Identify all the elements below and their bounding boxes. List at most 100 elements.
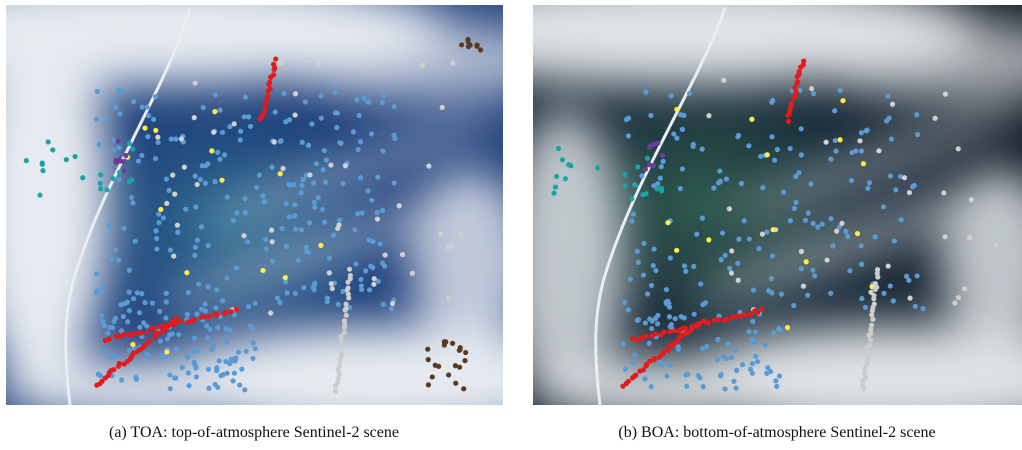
detection-dot (164, 201, 169, 206)
detection-dot (683, 325, 688, 330)
detection-dot (425, 347, 430, 352)
detection-dot (122, 301, 127, 306)
detection-dot (111, 148, 116, 153)
detection-dot (560, 157, 565, 162)
detection-dot (100, 318, 105, 323)
detection-dot (193, 81, 198, 86)
detection-dot (284, 244, 289, 249)
detection-dot (241, 233, 246, 238)
detection-dot (214, 368, 219, 373)
detection-dot (876, 148, 881, 153)
detection-dot (673, 316, 678, 321)
detection-dot (753, 354, 758, 359)
detection-dot (706, 113, 711, 118)
detection-dot (776, 326, 781, 331)
detection-dot (283, 275, 288, 280)
detection-dot (262, 199, 267, 204)
detection-dot (168, 247, 173, 252)
detection-dot (145, 329, 150, 334)
detection-dot (381, 93, 386, 98)
detection-dot (691, 142, 696, 147)
detection-dot (889, 136, 894, 141)
detection-dot (296, 258, 301, 263)
detection-dot (40, 168, 45, 173)
detection-dot (192, 317, 197, 322)
detection-dot (284, 290, 289, 295)
detection-dot (203, 181, 208, 186)
detection-dot (664, 374, 669, 379)
detection-dot (655, 140, 660, 145)
detection-dot (147, 354, 152, 359)
detection-dot (715, 357, 720, 362)
detection-dot (111, 367, 116, 372)
detection-dot (168, 386, 173, 391)
detection-dot (333, 383, 338, 388)
detection-dot (676, 347, 681, 352)
detection-dot (107, 337, 112, 342)
detection-dot (920, 306, 925, 311)
detection-dot (760, 185, 765, 190)
detection-dot (722, 386, 727, 391)
detection-dot (164, 176, 169, 181)
detection-dot (888, 283, 893, 288)
detection-dot (322, 148, 327, 153)
detection-dot (299, 227, 304, 232)
detection-dot (121, 226, 126, 231)
detection-dot (127, 268, 132, 273)
detection-dot (750, 319, 755, 324)
detection-dot (202, 301, 207, 306)
detection-dot (458, 231, 463, 236)
detection-dot (284, 201, 289, 206)
detection-dot (372, 276, 377, 281)
detection-dot (933, 116, 938, 121)
detection-dot (172, 192, 177, 197)
detection-dot (301, 285, 306, 290)
detection-dot (179, 136, 184, 141)
detection-dot (724, 356, 729, 361)
detection-dot (871, 296, 876, 301)
detection-dot (902, 175, 907, 180)
detection-dot (126, 290, 131, 295)
detection-dot (803, 218, 808, 223)
detection-dot (236, 350, 241, 355)
detection-dot (648, 113, 653, 118)
detection-dot (724, 176, 729, 181)
detection-dot (355, 211, 360, 216)
detection-dot (658, 176, 663, 181)
detection-dot (363, 268, 368, 273)
detection-dot (773, 378, 778, 383)
detection-dot (810, 268, 815, 273)
detection-dot (838, 137, 843, 142)
detection-dot (137, 325, 142, 330)
detection-dot (734, 386, 739, 391)
detection-dot (913, 304, 918, 309)
detection-dot (272, 139, 277, 144)
detection-dot (365, 99, 370, 104)
detection-dot (312, 205, 317, 210)
detection-dot (662, 329, 667, 334)
detection-dot (223, 309, 228, 314)
detection-dot (99, 313, 104, 318)
detection-dot (316, 195, 321, 200)
detection-dot (316, 61, 321, 66)
detection-dot (195, 238, 200, 243)
detection-dot (304, 249, 309, 254)
detection-dot (292, 112, 297, 117)
detection-dot (176, 332, 181, 337)
detection-dot (351, 129, 356, 134)
detection-dot (134, 377, 139, 382)
detection-dot (265, 93, 270, 98)
detection-dot (180, 365, 185, 370)
detection-dot (194, 374, 199, 379)
detection-dot (146, 113, 151, 118)
detection-dot (358, 277, 363, 282)
detection-dot (630, 360, 635, 365)
detection-dot (375, 216, 380, 221)
detection-dot (390, 301, 395, 306)
detection-dot (333, 389, 338, 394)
detection-dot (98, 172, 103, 177)
detection-dot (956, 146, 961, 151)
detection-dot (102, 323, 107, 328)
detection-dot (453, 363, 458, 368)
detection-dot (139, 153, 144, 158)
